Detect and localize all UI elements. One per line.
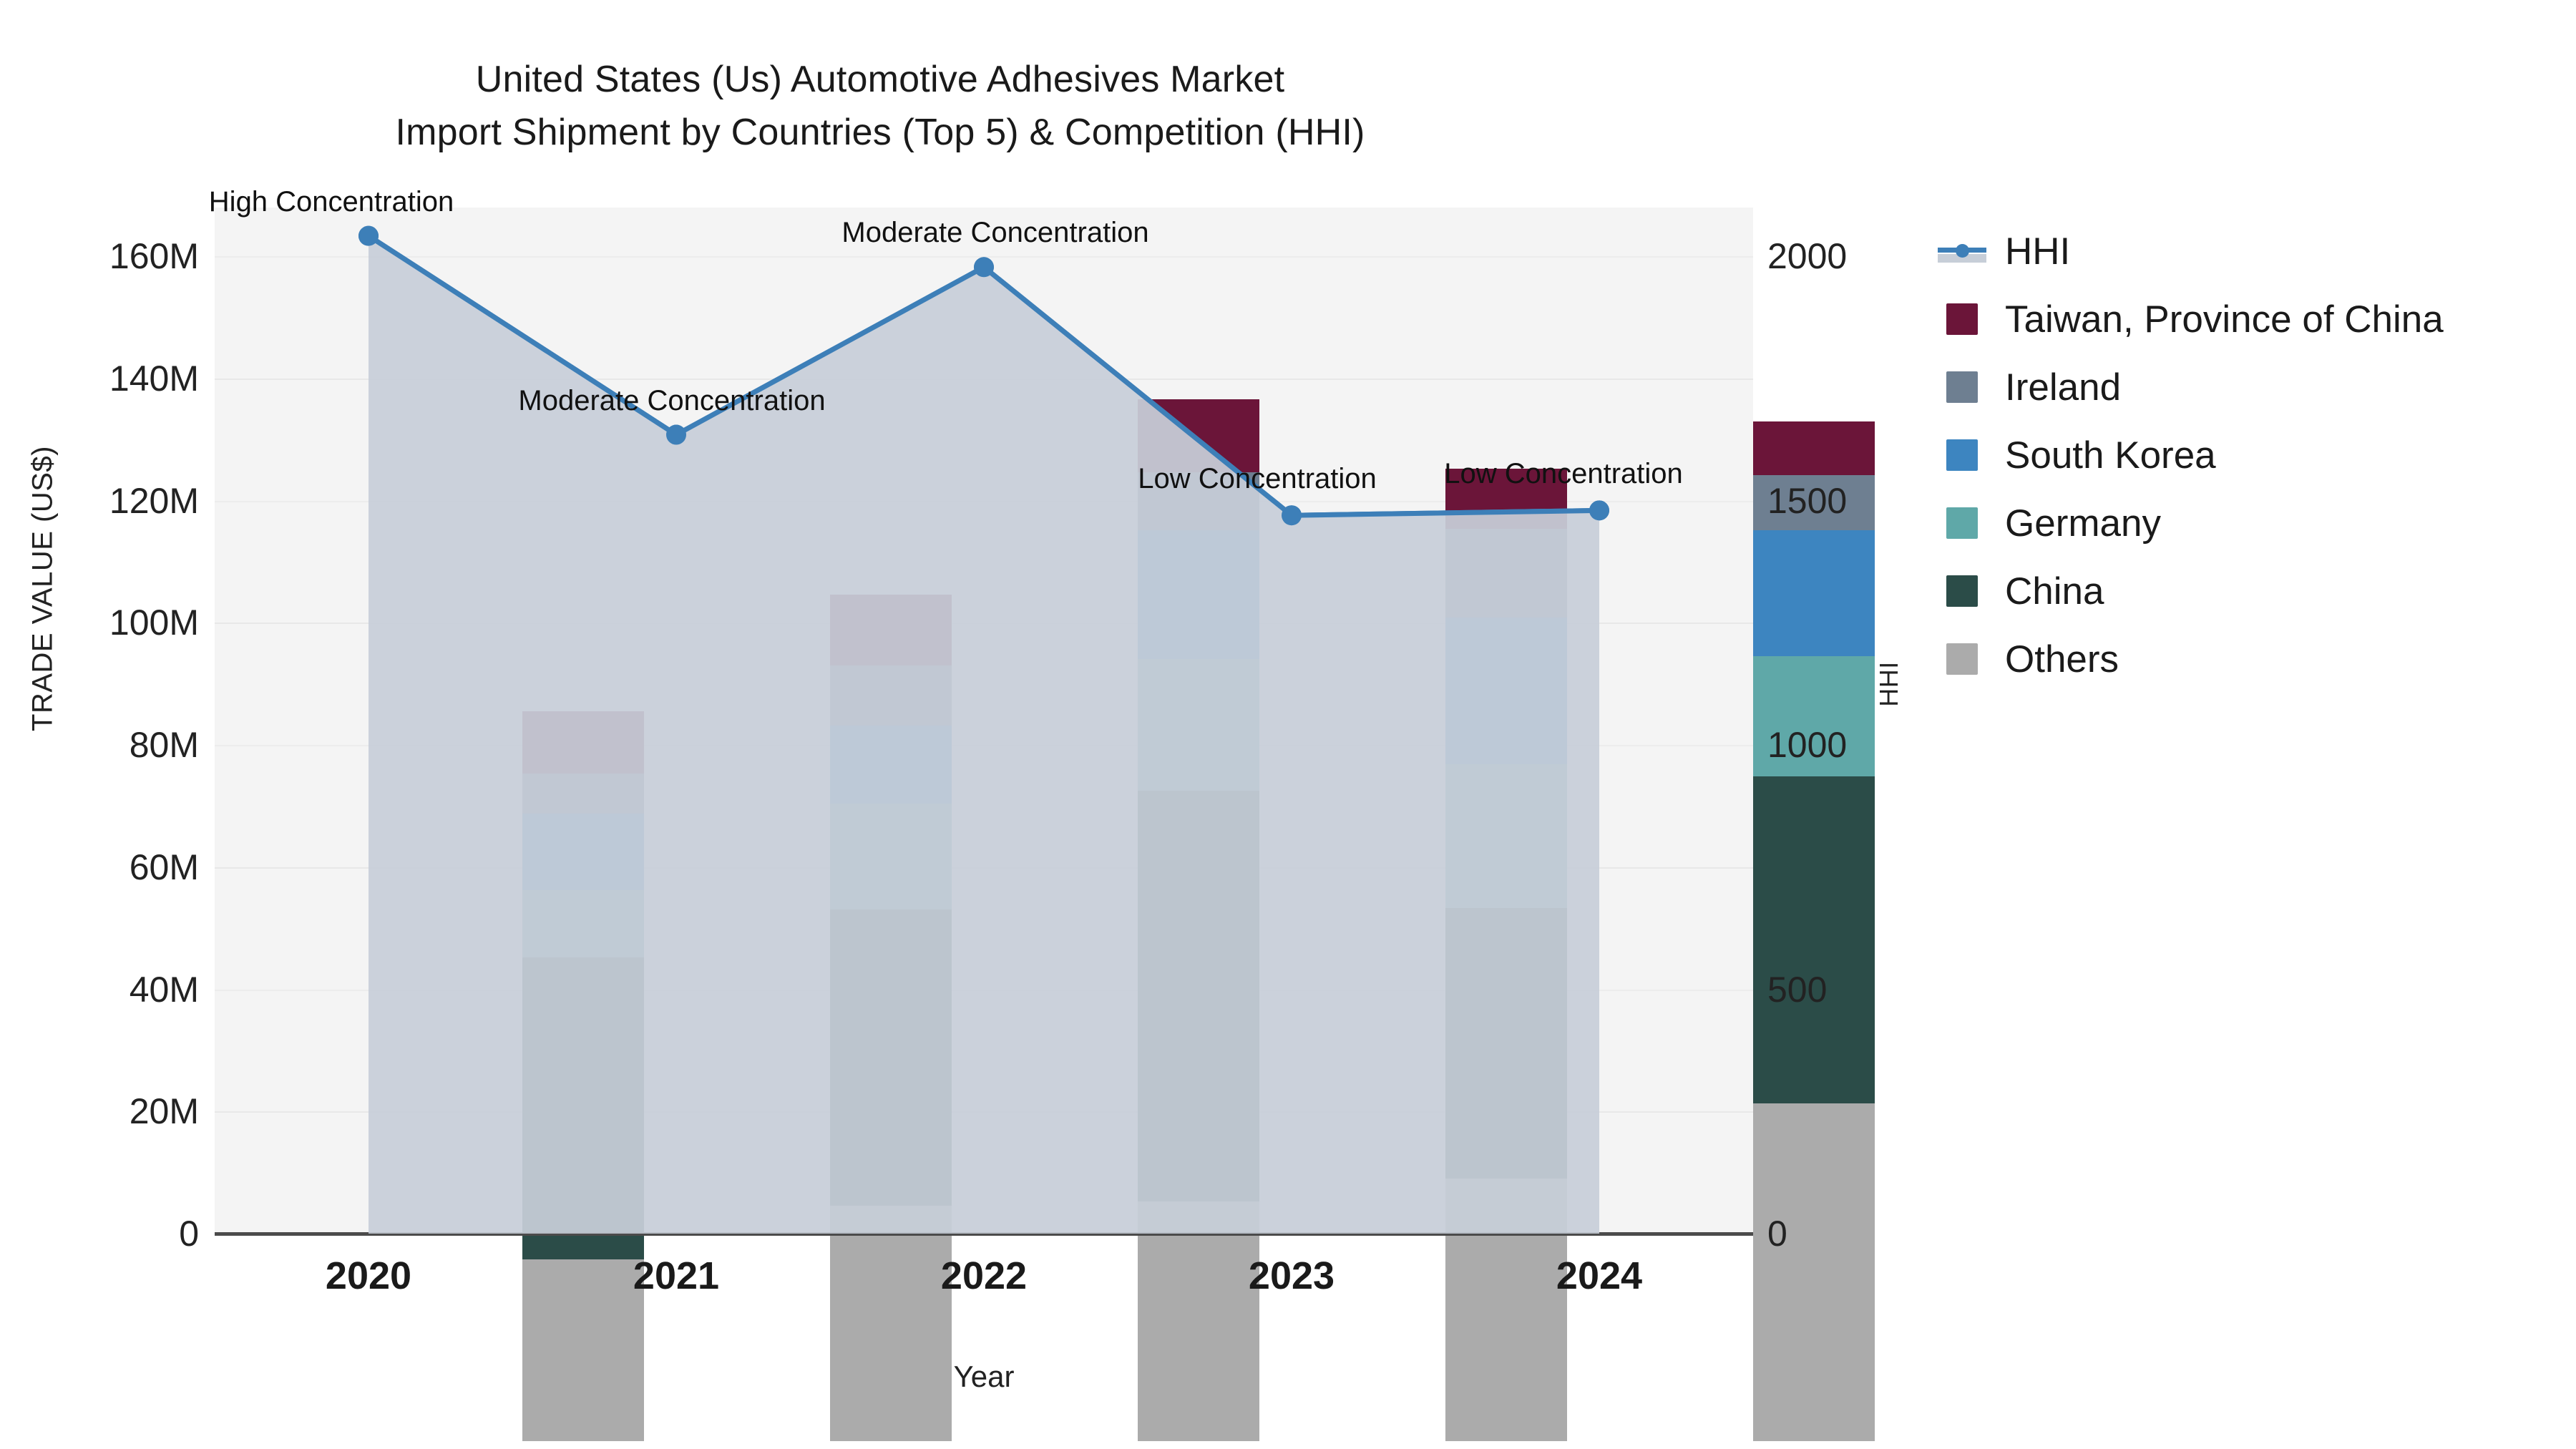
y-tick-right-500: 500 — [1767, 969, 1828, 1010]
annotation-2020: High Concentration — [208, 185, 454, 218]
chart-title: United States (Us) Automotive Adhesives … — [0, 54, 1760, 160]
bar-segment-2024-ireland[interactable] — [1753, 474, 1875, 531]
x-tick-2022: 2022 — [940, 1254, 1028, 1297]
annotation-2024: Low Concentration — [1444, 458, 1683, 490]
bar-2023[interactable] — [1445, 415, 1567, 1441]
legend-label: South Korea — [2005, 434, 2216, 477]
bar-segment-2020-ireland[interactable] — [522, 774, 644, 814]
bar-2022[interactable] — [1138, 399, 1259, 1441]
legend-item-taiwan-province-of-china[interactable]: Taiwan, Province of China — [1946, 296, 2562, 343]
bar-segment-2022-germany[interactable] — [1138, 658, 1259, 791]
legend-color-swatch — [1946, 371, 1978, 403]
legend-color-swatch — [1946, 439, 1978, 471]
chart-title-line1: United States (Us) Automotive Adhesives … — [475, 59, 1285, 100]
bar-segment-2021-ireland[interactable] — [830, 665, 952, 726]
bar-segment-2024-germany[interactable] — [1753, 656, 1875, 777]
bar-segment-2023-south-korea[interactable] — [1445, 618, 1567, 765]
hhi-marker-overlay-2020 — [358, 225, 379, 246]
gridline-left-7 — [215, 379, 1753, 380]
y-tick-left-40M: 40M — [129, 969, 199, 1010]
y-tick-right-2000: 2000 — [1767, 236, 1848, 277]
gridline-right-4 — [215, 256, 1753, 258]
bar-segment-2023-germany[interactable] — [1445, 764, 1567, 908]
bar-segment-2024-taiwan-province-of-china[interactable] — [1753, 421, 1875, 475]
legend-label: HHI — [2005, 230, 2071, 273]
legend-label: Ireland — [2005, 366, 2122, 409]
bar-segment-2022-taiwan-province-of-china[interactable] — [1138, 399, 1259, 473]
bar-segment-2024-south-korea[interactable] — [1753, 530, 1875, 657]
x-tick-2020: 2020 — [325, 1254, 412, 1297]
y-tick-left-160M: 160M — [109, 236, 199, 277]
legend-item-ireland[interactable]: Ireland — [1946, 364, 2562, 411]
legend-color-swatch — [1946, 575, 1978, 607]
bar-segment-2020-taiwan-province-of-china[interactable] — [522, 711, 644, 774]
legend-item-south-korea[interactable]: South Korea — [1946, 431, 2562, 479]
bar-segment-2021-china[interactable] — [830, 909, 952, 1206]
x-axis-line — [215, 1232, 1753, 1236]
y-axis-left-ticks: 0 20M 40M 60M 80M 100M 120M 140M 160M — [0, 0, 200, 1449]
y-tick-left-140M: 140M — [109, 358, 199, 399]
bar-2020[interactable] — [522, 415, 644, 1441]
bar-segment-2020-germany[interactable] — [522, 890, 644, 957]
y-axis-right-ticks: 0 500 1000 1500 2000 — [1767, 0, 1939, 1449]
bar-segment-2024-others[interactable] — [1753, 1103, 1875, 1441]
legend-label: Others — [2005, 638, 2119, 680]
bar-segment-2021-south-korea[interactable] — [830, 725, 952, 804]
legend-dot-icon — [1956, 244, 1969, 258]
annotation-2022: Moderate Concentration — [841, 217, 1149, 249]
x-tick-2023: 2023 — [1248, 1254, 1335, 1297]
annotation-2023: Low Concentration — [1138, 463, 1377, 495]
legend-item-china[interactable]: China — [1946, 567, 2562, 615]
x-tick-2024: 2024 — [1556, 1254, 1643, 1297]
y-tick-right-0: 0 — [1767, 1214, 1787, 1254]
y-tick-left-80M: 80M — [129, 725, 199, 766]
legend-label: Taiwan, Province of China — [2005, 298, 2444, 341]
y-tick-right-1500: 1500 — [1767, 480, 1848, 521]
bar-segment-2021-taiwan-province-of-china[interactable] — [830, 594, 952, 665]
y-tick-left-0: 0 — [179, 1214, 199, 1254]
legend-color-swatch — [1946, 303, 1978, 335]
bar-segment-2022-others[interactable] — [1138, 1201, 1259, 1441]
plot-area — [215, 208, 1875, 1441]
legend-item-hhi[interactable]: HHI — [1938, 228, 2562, 275]
legend-area-swatch — [1938, 254, 1986, 263]
bar-segment-2022-south-korea[interactable] — [1138, 530, 1259, 659]
legend-item-others[interactable]: Others — [1946, 635, 2562, 683]
legend-item-germany[interactable]: Germany — [1946, 499, 2562, 547]
legend-label: China — [2005, 570, 2104, 613]
legend-label: Germany — [2005, 502, 2161, 545]
bar-segment-2021-germany[interactable] — [830, 803, 952, 910]
y-tick-left-100M: 100M — [109, 602, 199, 643]
hhi-marker-overlay-2022 — [974, 257, 994, 278]
y-tick-left-60M: 60M — [129, 847, 199, 887]
chart-title-line2: Import Shipment by Countries (Top 5) & C… — [395, 111, 1365, 153]
bar-segment-2023-others[interactable] — [1445, 1178, 1567, 1441]
y-axis-right-title: HHI — [1874, 661, 1903, 707]
annotation-2021: Moderate Concentration — [518, 384, 826, 416]
bar-segment-2024-china[interactable] — [1753, 776, 1875, 1103]
legend-line-marker-icon — [1938, 235, 1986, 267]
y-axis-left-title: TRADE VALUE (US$) — [26, 446, 59, 731]
y-tick-left-120M: 120M — [109, 480, 199, 521]
bar-segment-2022-china[interactable] — [1138, 790, 1259, 1201]
bar-2024[interactable] — [1753, 415, 1875, 1441]
y-tick-left-20M: 20M — [129, 1091, 199, 1132]
bar-segment-2023-china[interactable] — [1445, 907, 1567, 1179]
y-tick-right-1000: 1000 — [1767, 725, 1848, 766]
bar-segment-2020-others[interactable] — [522, 1259, 644, 1441]
legend: HHI Taiwan, Province of China Ireland South… — [1938, 228, 2562, 703]
bar-segment-2023-ireland[interactable] — [1445, 528, 1567, 618]
legend-color-swatch — [1946, 507, 1978, 539]
x-axis-title: Year — [953, 1360, 1015, 1393]
bar-segment-2020-china[interactable] — [522, 957, 644, 1259]
bar-segment-2021-others[interactable] — [830, 1205, 952, 1441]
bar-segment-2020-south-korea[interactable] — [522, 814, 644, 891]
x-tick-2021: 2021 — [633, 1254, 720, 1297]
bar-2021[interactable] — [830, 415, 952, 1441]
legend-color-swatch — [1946, 643, 1978, 675]
